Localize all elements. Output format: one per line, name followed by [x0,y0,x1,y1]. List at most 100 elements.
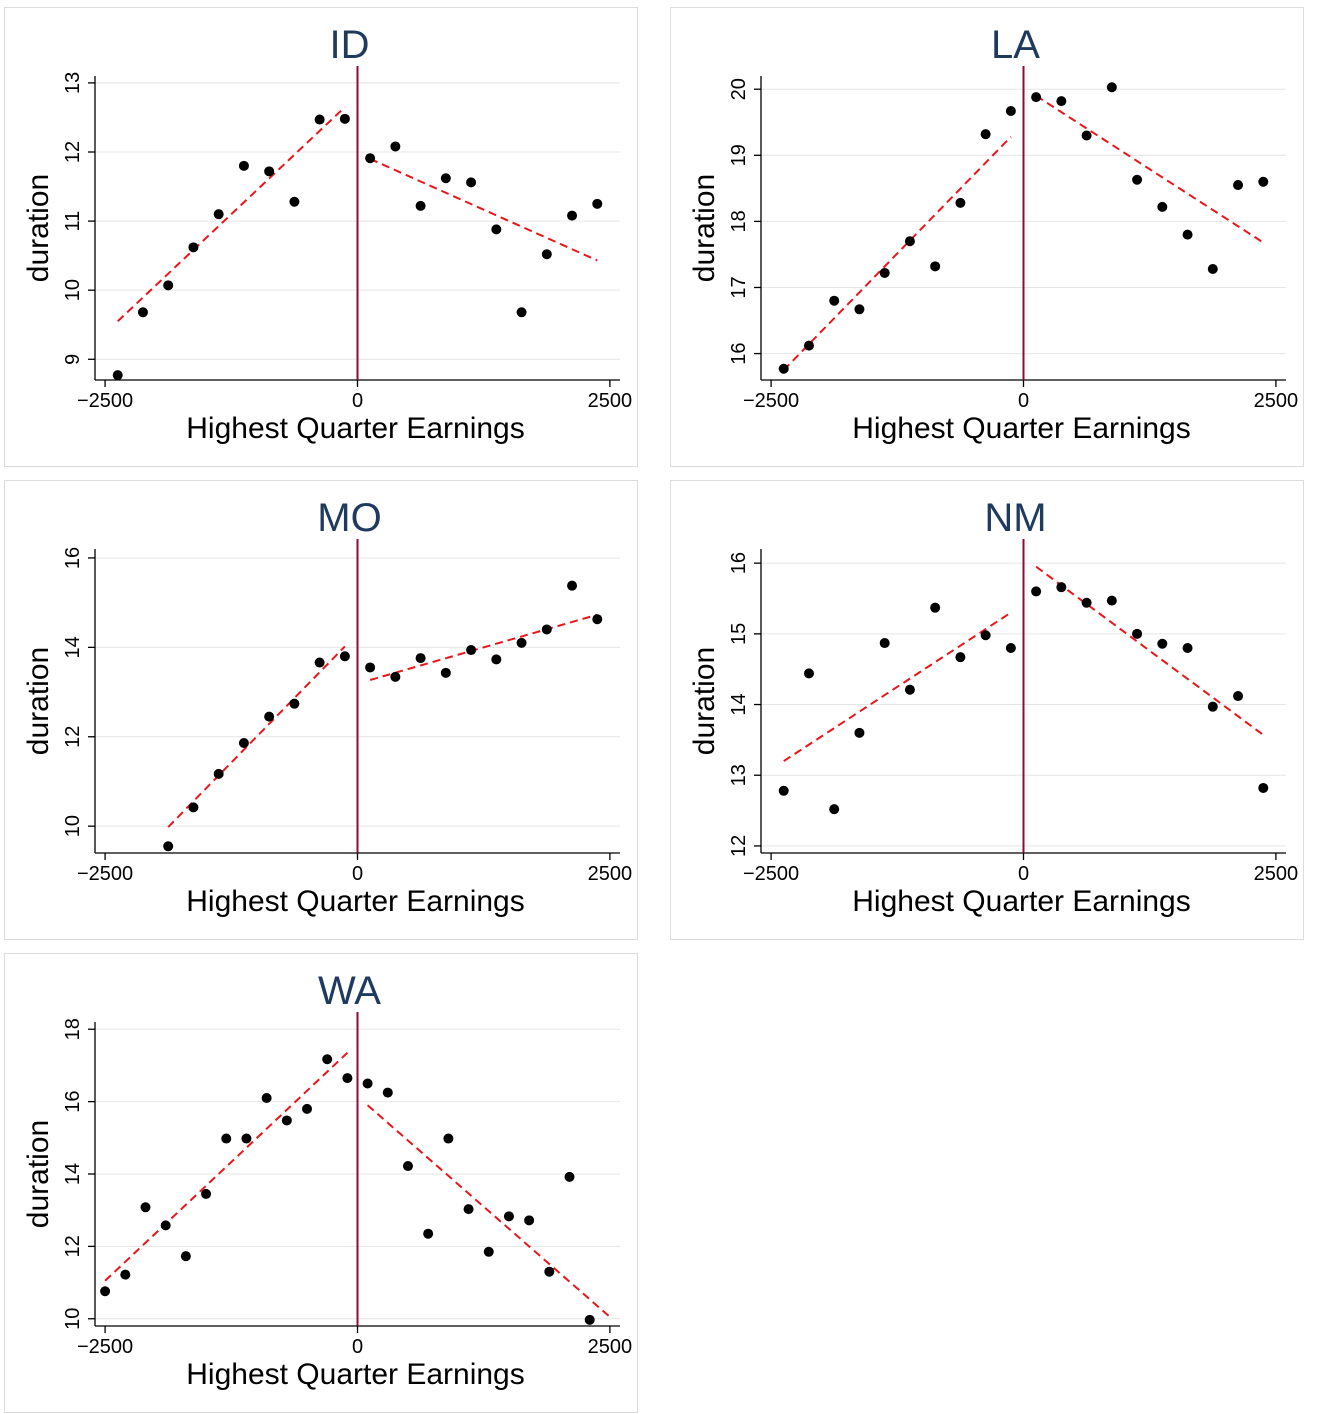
data-point [137,307,148,318]
chart-panel-mo: MO 10 12 14 16 −2500 0 2500 Highest Quarter Earn… [4,480,638,940]
data-point [1157,638,1168,649]
x-tick-label: −2500 [77,390,133,412]
chart-svg: WA 10 12 14 16 18 −2500 0 2500 Highest Quarter Ea… [22,969,633,1391]
data-point [955,197,966,208]
chart-svg: ID 9 10 11 12 13 −2500 0 2500 Highest Quarter Ear… [22,23,632,445]
data-point [854,304,865,315]
fit-line-left [117,106,346,323]
data-point [440,173,451,184]
chart-svg: MO 10 12 14 16 −2500 0 2500 Highest Quarter Earn… [22,496,632,918]
x-tick-label: −2500 [743,390,799,412]
data-point [100,1286,111,1297]
data-point [213,209,224,220]
data-point [584,1314,595,1325]
data-point [120,1269,131,1280]
x-tick-label: −2500 [743,863,799,885]
x-tick-label: 2500 [1254,863,1299,885]
data-point [1132,628,1143,639]
data-point [1258,782,1269,793]
y-tick-label: 11 [62,211,84,232]
data-point [322,1054,333,1065]
data-point [238,160,249,171]
x-tick-label: 0 [1018,390,1029,412]
y-tick-label: 12 [62,726,84,748]
data-point [491,654,502,665]
data-point [213,768,224,779]
y-tick-label: 14 [62,1163,84,1185]
data-point [955,652,966,663]
x-tick-label: 2500 [588,1336,633,1358]
data-point [904,684,915,695]
data-point [281,1115,292,1126]
data-point [1106,82,1117,93]
x-axis-label: Highest Quarter Earnings [186,412,525,445]
y-tick-label: 17 [728,276,750,298]
y-tick-label: 16 [728,552,750,574]
data-point [423,1228,434,1239]
data-point [1233,180,1244,191]
data-point [592,614,603,625]
data-point [314,657,325,668]
data-point [261,1093,272,1103]
data-point [1056,96,1067,107]
y-tick-label: 14 [62,636,84,658]
x-tick-label: 0 [352,863,363,885]
data-point [339,651,350,662]
data-point [382,1087,393,1098]
data-point [1182,642,1193,653]
data-point [1233,691,1244,702]
fit-line-right [1035,94,1264,244]
y-tick-label: 13 [62,72,84,94]
chart-title: MO [317,496,381,540]
data-point [1207,701,1218,712]
chart-panel-la: LA 16 17 18 19 20 −2500 0 2500 Highest Quarter Ea… [670,7,1304,467]
data-point [238,738,249,749]
data-point [567,580,578,591]
data-point [829,804,840,815]
data-point [524,1215,535,1226]
data-point [390,671,401,682]
chart-title: ID [330,23,370,67]
data-point [803,668,814,679]
data-point [854,727,865,738]
x-axis-label: Highest Quarter Earnings [186,885,525,918]
data-point [930,261,941,272]
data-point [362,1078,373,1089]
data-point [1106,595,1117,606]
y-axis-label: duration [22,174,55,282]
data-point [415,200,426,211]
data-point [778,363,789,374]
y-axis-label: duration [22,1120,55,1228]
y-tick-label: 13 [728,764,750,786]
data-point [415,653,426,664]
chart-svg: NM 12 13 14 15 16 −2500 0 2500 Highest Quarter Ea… [688,496,1299,918]
data-point [930,602,941,613]
data-point [544,1266,555,1277]
y-tick-label: 14 [728,693,750,715]
fit-line-right [366,1104,611,1318]
data-point [1031,92,1042,103]
data-point [314,114,325,125]
data-point [466,645,477,656]
data-point [180,1251,191,1262]
data-point [160,1220,171,1231]
fit-line-left [782,136,1012,371]
y-axis-label: duration [22,647,55,755]
chart-svg: LA 16 17 18 19 20 −2500 0 2500 Highest Quarter Ea… [688,23,1299,445]
data-point [163,841,174,852]
x-axis-label: Highest Quarter Earnings [186,1358,525,1391]
data-point [302,1103,313,1114]
data-point [1081,130,1092,141]
data-point [516,307,527,318]
y-tick-label: 10 [62,815,84,837]
data-point [567,210,578,221]
data-point [339,113,350,124]
data-point [163,280,174,291]
y-tick-label: 16 [62,547,84,569]
data-point [289,196,300,207]
data-point [1258,176,1269,187]
x-tick-label: 2500 [1254,390,1299,412]
x-axis-label: Highest Quarter Earnings [852,885,1191,918]
data-point [1182,229,1193,240]
fit-line-left [167,645,346,828]
